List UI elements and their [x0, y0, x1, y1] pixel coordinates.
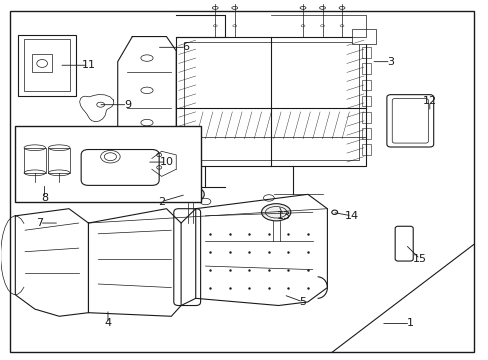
Text: 1: 1 [406, 319, 413, 328]
Text: 7: 7 [36, 218, 43, 228]
Bar [361, 128, 370, 139]
Ellipse shape [300, 6, 305, 9]
Text: 9: 9 [123, 100, 131, 110]
Text: 4: 4 [104, 319, 111, 328]
Ellipse shape [177, 186, 204, 202]
Ellipse shape [338, 6, 344, 9]
Text: 12: 12 [422, 96, 436, 106]
Ellipse shape [261, 204, 290, 221]
Bar [361, 47, 370, 58]
Text: 3: 3 [386, 57, 393, 67]
Bar [15, 126, 200, 202]
Bar [48, 148, 70, 173]
Bar [361, 63, 370, 74]
Text: 5: 5 [299, 297, 306, 307]
Text: 14: 14 [344, 211, 358, 221]
Bar [361, 96, 370, 107]
Bar [24, 148, 45, 173]
Bar [183, 42, 358, 160]
Text: 6: 6 [182, 42, 189, 52]
Bar [176, 37, 366, 166]
Bar [361, 80, 370, 90]
Text: 13: 13 [276, 211, 290, 221]
Bar [361, 112, 370, 123]
Bar [351, 30, 375, 44]
Text: 10: 10 [159, 157, 173, 167]
Bar [361, 144, 370, 155]
Bar [32, 54, 52, 72]
Ellipse shape [212, 6, 218, 9]
Text: 8: 8 [41, 193, 48, 203]
Bar [24, 40, 70, 91]
Ellipse shape [319, 6, 325, 9]
Ellipse shape [231, 6, 237, 9]
Text: 15: 15 [412, 254, 426, 264]
Text: 2: 2 [158, 197, 165, 207]
Text: 11: 11 [81, 60, 95, 70]
